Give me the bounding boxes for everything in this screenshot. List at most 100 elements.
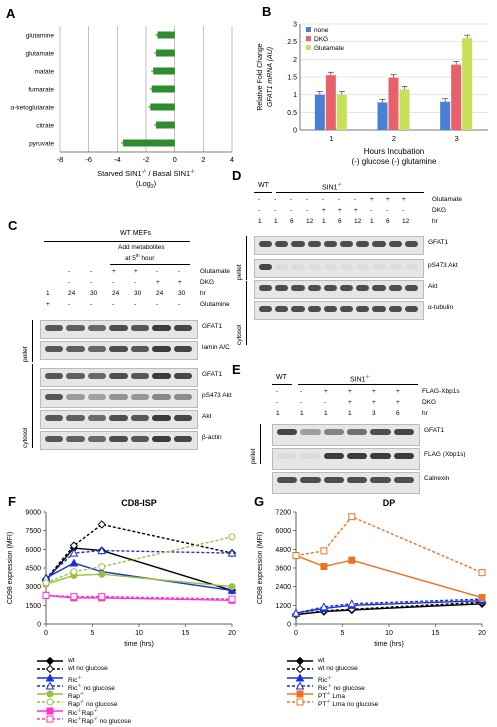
y-axis-label: CD98 expression (MFI): [257, 532, 264, 604]
band: [259, 241, 273, 247]
band: [152, 346, 171, 352]
band: [370, 477, 391, 483]
x-tick-label: 20: [478, 630, 486, 637]
lane-cell: 6: [386, 218, 390, 225]
band: [66, 346, 85, 352]
band: [130, 346, 150, 352]
y-tick-label: 7500: [25, 528, 41, 535]
x-tick-label: -2: [143, 155, 150, 164]
fraction-label: pellet: [250, 448, 257, 464]
band: [300, 429, 321, 435]
category-label: malate: [34, 69, 54, 76]
legend-label: Glutamate: [314, 45, 344, 52]
legend-item: Ric-/- no glucose: [286, 681, 486, 693]
band: [87, 394, 107, 400]
legend-swatch: [287, 665, 313, 674]
data-point: [98, 593, 106, 601]
panel-label-e: E: [232, 362, 241, 377]
data-point: [42, 579, 50, 587]
lane-cell: 6: [290, 218, 294, 225]
panel-d-ko: SIN1-/-: [322, 182, 342, 192]
band: [356, 264, 370, 270]
band: [347, 453, 368, 459]
band: [323, 453, 344, 459]
lane-cell: 1: [348, 410, 352, 417]
legend-label: PT-/- Lma: [318, 691, 346, 701]
blot-label: α-tubulin: [428, 304, 454, 311]
blot-label: GFAT1: [202, 371, 223, 378]
lane-cell: -: [290, 196, 293, 203]
band: [275, 306, 289, 312]
row-label: hr: [422, 410, 428, 417]
legend-label: wt no glucose: [68, 665, 108, 673]
band: [393, 453, 414, 459]
panel-c-header: WT MEFs: [120, 230, 151, 237]
lane-cell: -: [178, 268, 181, 275]
panel-f-chart: CD8-ISP 0 1500 3000 4500 6000 7500 9000 0 5 10 15 20…: [7, 498, 237, 648]
lane-cell: +: [396, 388, 400, 395]
panel-label-d: D: [232, 168, 242, 183]
lane-cell: 24: [68, 290, 76, 297]
band: [66, 325, 85, 331]
panel-e-wt-line: [272, 384, 292, 385]
category-label: fumarate: [28, 87, 54, 94]
fraction-bracket: [246, 281, 247, 345]
band: [307, 241, 321, 247]
lane-cell: +: [338, 207, 342, 214]
band: [130, 415, 150, 421]
bar: [388, 77, 399, 130]
blot-label: FLAG (Xbp1s): [424, 451, 466, 458]
band: [45, 346, 64, 352]
category-label: citrate: [36, 123, 54, 130]
band: [356, 241, 370, 247]
panel-label-a: A: [6, 6, 16, 21]
lane-cell: 6: [338, 218, 342, 225]
lane-cell: -: [290, 207, 293, 214]
band: [275, 264, 289, 270]
bar: [153, 67, 175, 75]
x-axis-label-2: (Log2): [136, 179, 157, 190]
lane-cell: -: [354, 196, 357, 203]
legend-item: Rap-/- no glucose: [36, 698, 236, 709]
data-point: [228, 583, 236, 591]
y-tick-label: 6000: [275, 528, 291, 535]
band: [109, 436, 128, 442]
category-label: glutamine: [26, 33, 55, 40]
legend-item: Ric-/-Rap-/-: [36, 707, 236, 717]
y-tick-label: 1200: [275, 603, 291, 610]
panel-c-sub-line: [110, 264, 190, 265]
band: [45, 436, 64, 442]
band: [45, 394, 64, 400]
band: [340, 264, 354, 270]
data-point: [320, 547, 328, 555]
blot-label: GFAT1: [202, 323, 223, 330]
band: [388, 264, 402, 270]
data-point: [97, 520, 107, 529]
band: [173, 394, 192, 400]
x-tick-label: 2: [392, 134, 396, 143]
lane-cell: +: [112, 268, 116, 275]
band: [323, 241, 337, 247]
series-line: [295, 598, 483, 614]
fraction-label: cytosol: [22, 427, 29, 448]
band: [356, 306, 370, 312]
lane-cell: 24: [156, 290, 164, 297]
data-point: [295, 657, 305, 665]
lane-cell: -: [338, 196, 341, 203]
band: [109, 346, 128, 352]
data-point: [295, 673, 305, 682]
band: [259, 264, 273, 270]
category-label: glutamate: [25, 51, 54, 58]
bar: [462, 38, 473, 130]
band: [370, 429, 391, 435]
lane-cell: +: [348, 388, 352, 395]
lane-cell: +: [156, 279, 160, 286]
legend-label: Ric-/- no glucose: [318, 682, 365, 693]
lane-cell: 12: [402, 218, 410, 225]
legend-swatch: [306, 45, 311, 50]
band: [87, 415, 107, 421]
fraction-label: pellet: [236, 264, 243, 280]
x-axis-label: time (hrs): [124, 641, 154, 648]
series-line: [295, 554, 483, 599]
bar: [325, 75, 336, 130]
